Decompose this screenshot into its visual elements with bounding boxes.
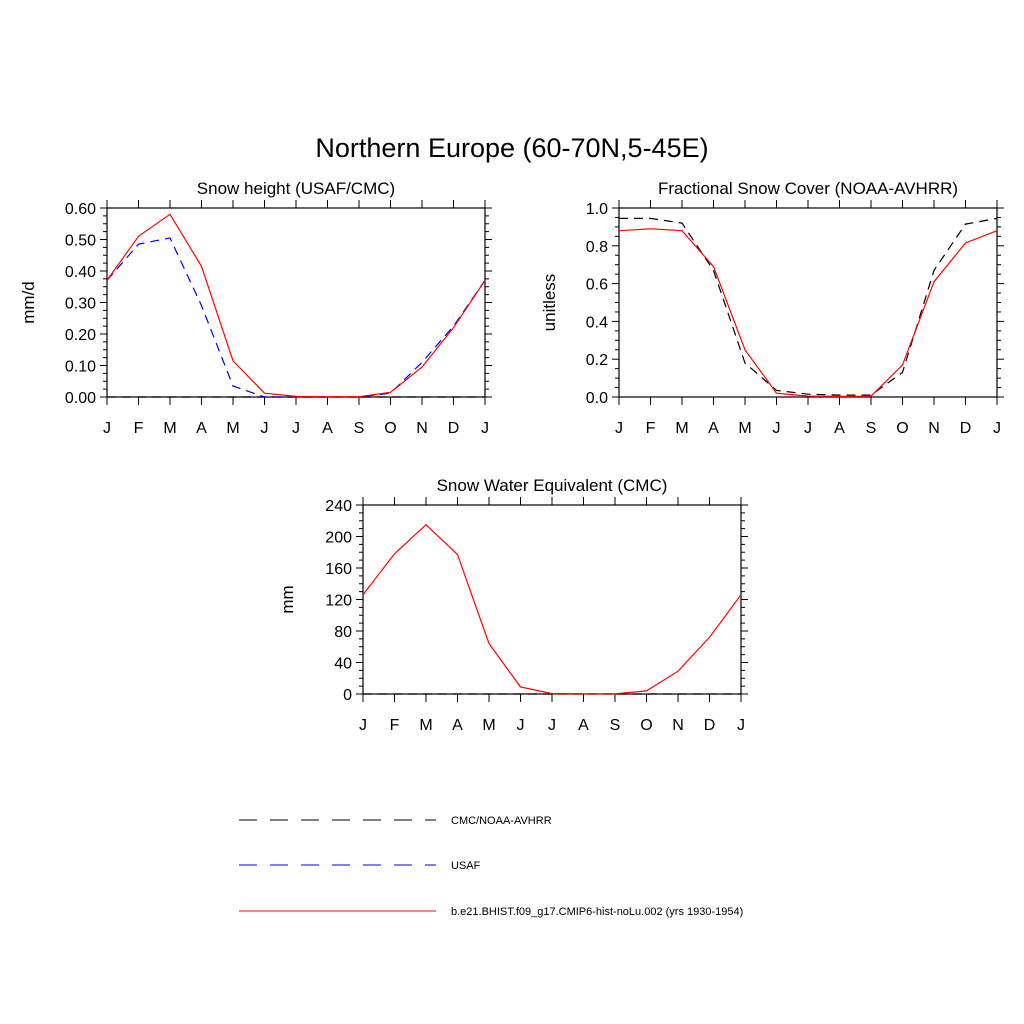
- panel-title: Fractional Snow Cover (NOAA-AVHRR): [658, 179, 958, 198]
- y-tick-label: 0: [343, 687, 352, 704]
- x-tick-label: M: [482, 717, 495, 734]
- chart-panel-2: Fractional Snow Cover (NOAA-AVHRR) 0.0 0.2…: [540, 179, 1004, 437]
- x-tick-label: S: [866, 420, 877, 437]
- y-tick-label: 0.4: [586, 314, 608, 331]
- x-tick-label: S: [354, 420, 365, 437]
- y-tick-label: 1.0: [586, 201, 608, 218]
- plot-frame: [618, 207, 998, 398]
- x-tick-label: J: [359, 717, 367, 734]
- y-tick-label: 0.50: [65, 233, 96, 250]
- y-tick-label: 0.2: [586, 352, 608, 369]
- y-tick-label: 80: [334, 624, 352, 641]
- x-tick-label: A: [196, 420, 207, 437]
- x-tick-label: O: [640, 717, 652, 734]
- x-tick-label: J: [261, 420, 269, 437]
- y-tick-label: 0.00: [65, 390, 96, 407]
- x-tick-label: D: [704, 717, 716, 734]
- chart-layer: Snow height (USAF/CMC)0.000.100.200.300.…: [19, 179, 1004, 734]
- x-tick-label: J: [804, 420, 812, 437]
- x-tick-label: F: [390, 717, 400, 734]
- x-tick-label: M: [163, 420, 176, 437]
- x-tick-label: N: [672, 717, 684, 734]
- x-tick-label: A: [834, 420, 845, 437]
- y-tick-label: 160: [325, 561, 352, 578]
- legend-label-1: CMC/NOAA-AVHRR: [451, 815, 552, 827]
- x-tick-label: A: [578, 717, 589, 734]
- chart-panel-3: Snow Water Equivalent (CMC) 0 40 80 120 160 20…: [278, 476, 748, 734]
- x-tick-label: N: [928, 420, 940, 437]
- series-line-1: [619, 217, 998, 396]
- y-axis-label: mm: [278, 585, 297, 613]
- x-tick-label: J: [737, 717, 745, 734]
- panel-title: Snow height (USAF/CMC): [197, 179, 395, 198]
- y-tick-label: 240: [325, 498, 352, 515]
- x-tick-label: F: [134, 420, 144, 437]
- x-tick-label: A: [322, 420, 333, 437]
- y-tick-label: 40: [334, 656, 352, 673]
- x-tick-label: M: [738, 420, 751, 437]
- x-tick-label: J: [517, 717, 525, 734]
- y-axis-label: mm/d: [19, 281, 38, 324]
- x-tick-label: J: [481, 420, 489, 437]
- y-axis-label: unitless: [540, 274, 559, 332]
- y-tick-label: 0.40: [65, 264, 96, 281]
- y-tick-label: 0.30: [65, 296, 96, 313]
- x-tick-label: J: [292, 420, 300, 437]
- plot-frame: [106, 207, 486, 398]
- x-tick-label: J: [773, 420, 781, 437]
- y-tick-label: 0.0: [586, 390, 608, 407]
- main-title: Northern Europe (60-70N,5-45E): [315, 133, 708, 163]
- panel-title: Snow Water Equivalent (CMC): [437, 476, 668, 495]
- y-tick-label: 0.8: [586, 239, 608, 256]
- chart-panel-1: Snow height (USAF/CMC) 0.00 0.10 0.20 0.30 0.…: [19, 179, 492, 437]
- x-tick-label: D: [960, 420, 972, 437]
- x-tick-label: M: [675, 420, 688, 437]
- x-tick-label: N: [416, 420, 428, 437]
- y-tick-label: 0.60: [65, 201, 96, 218]
- x-tick-label: O: [384, 420, 396, 437]
- x-tick-label: M: [226, 420, 239, 437]
- legend-label-3: b.e21.BHIST.f09_g17.CMIP6-hist-noLu.002 …: [451, 906, 743, 918]
- y-tick-label: 200: [325, 530, 352, 547]
- x-tick-label: A: [452, 717, 463, 734]
- x-tick-label: F: [646, 420, 656, 437]
- x-tick-label: O: [896, 420, 908, 437]
- y-tick-label: 0.6: [586, 277, 608, 294]
- x-tick-label: J: [548, 717, 556, 734]
- x-tick-label: J: [615, 420, 623, 437]
- legend: CMC/NOAA-AVHRR USAF b.e21.BHIST.f09_g17.CM…: [239, 815, 743, 918]
- x-tick-label: J: [993, 420, 1001, 437]
- y-tick-label: 0.10: [65, 359, 96, 376]
- series-line-2: [106, 237, 486, 398]
- x-tick-label: J: [103, 420, 111, 437]
- x-tick-label: D: [448, 420, 460, 437]
- x-tick-label: S: [610, 717, 621, 734]
- plot-frame: [362, 504, 742, 695]
- y-tick-label: 0.20: [65, 327, 96, 344]
- series-line-3: [106, 213, 486, 398]
- x-tick-label: M: [419, 717, 432, 734]
- y-tick-label: 120: [325, 593, 352, 610]
- legend-label-2: USAF: [451, 860, 481, 872]
- series-line-2: [618, 228, 998, 398]
- x-tick-label: A: [708, 420, 719, 437]
- series-line-2: [362, 523, 742, 695]
